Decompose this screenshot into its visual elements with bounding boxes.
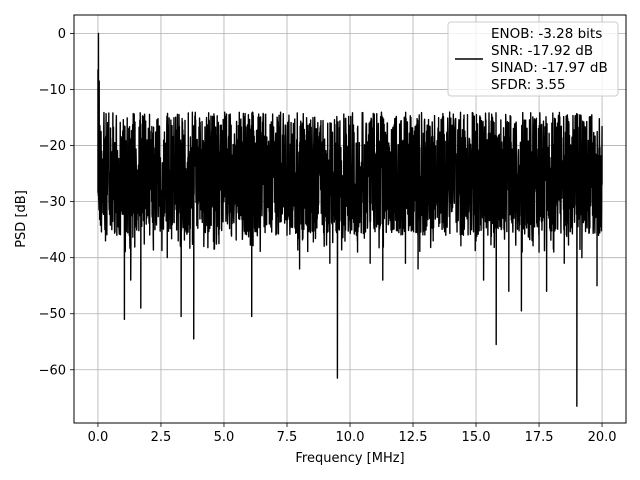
legend-box	[447, 21, 619, 97]
x-tick-label: 12.5	[399, 430, 428, 445]
y-tick-label: −10	[39, 83, 66, 98]
psd-line	[97, 32, 603, 407]
y-tick-label: −20	[39, 139, 66, 154]
y-tick-label: −50	[39, 307, 66, 322]
x-axis-label: Frequency [MHz]	[295, 451, 404, 466]
legend-sfdr: SFDR: 3.55	[491, 77, 566, 93]
x-tick-label: 10.0	[336, 430, 365, 445]
y-tick-label: −30	[39, 195, 66, 210]
x-tick-label: 7.5	[277, 430, 298, 445]
x-tick-label: 17.5	[525, 430, 554, 445]
x-tick-label: 0.0	[88, 430, 109, 445]
legend: ENOB: -3.28 bits SNR: -17.92 dB SINAD: -…	[447, 21, 619, 97]
y-tick-label: 0	[58, 27, 66, 42]
y-axis-label: PSD [dB]	[14, 190, 29, 248]
y-tick-label: −60	[39, 363, 66, 378]
x-tick-label: 15.0	[462, 430, 491, 445]
legend-sinad: SINAD: -17.97 dB	[491, 60, 608, 76]
y-axis: 0 −10 −20 −30 −40 −50 −60	[39, 27, 74, 378]
y-tick-label: −40	[39, 251, 66, 266]
x-tick-label: 20.0	[588, 430, 617, 445]
legend-snr: SNR: -17.92 dB	[491, 43, 593, 59]
psd-series	[97, 32, 603, 407]
x-tick-label: 2.5	[151, 430, 172, 445]
x-axis: 0.0 2.5 5.0 7.5 10.0 12.5 15.0 17.5 20.0	[88, 423, 617, 445]
legend-enob: ENOB: -3.28 bits	[491, 26, 602, 42]
x-tick-label: 5.0	[214, 430, 235, 445]
